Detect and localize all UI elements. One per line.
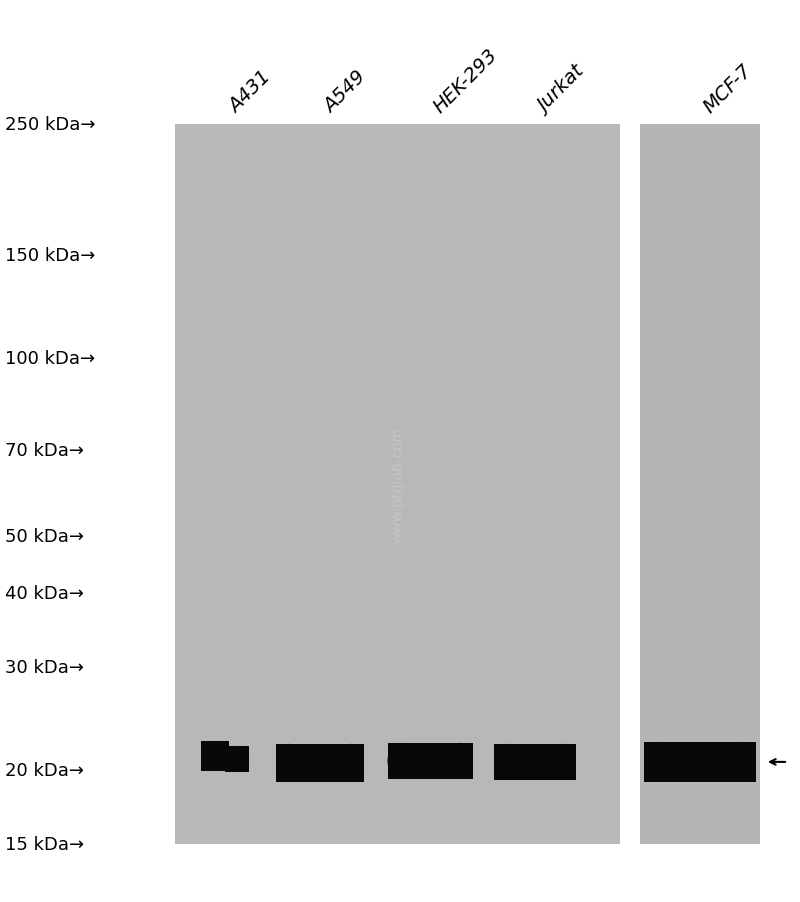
Ellipse shape <box>231 746 249 772</box>
Bar <box>225 746 249 772</box>
Text: Jurkat: Jurkat <box>535 63 589 117</box>
Ellipse shape <box>338 744 364 782</box>
Ellipse shape <box>644 742 672 782</box>
Ellipse shape <box>550 744 576 780</box>
Bar <box>276 744 364 782</box>
Text: 30 kDa→: 30 kDa→ <box>5 658 84 676</box>
Bar <box>201 741 229 771</box>
Bar <box>640 124 760 844</box>
Ellipse shape <box>447 743 473 779</box>
Text: HEK-293: HEK-293 <box>430 46 502 117</box>
Text: 250 kDa→: 250 kDa→ <box>5 115 95 133</box>
Text: 15 kDa→: 15 kDa→ <box>5 835 84 853</box>
Bar <box>175 124 620 844</box>
Text: A549: A549 <box>320 68 369 117</box>
Text: 50 kDa→: 50 kDa→ <box>5 528 84 546</box>
Ellipse shape <box>208 741 229 771</box>
Ellipse shape <box>728 742 756 782</box>
Text: 40 kDa→: 40 kDa→ <box>5 584 84 603</box>
Text: 20 kDa→: 20 kDa→ <box>5 761 84 779</box>
Text: 100 kDa→: 100 kDa→ <box>5 350 95 368</box>
Text: A431: A431 <box>225 68 274 117</box>
Ellipse shape <box>225 746 243 772</box>
Ellipse shape <box>494 744 519 780</box>
Ellipse shape <box>201 741 222 771</box>
Bar <box>387 743 473 779</box>
Ellipse shape <box>276 744 302 782</box>
Text: www.ptglab.com: www.ptglab.com <box>390 427 405 542</box>
Text: MCF-7: MCF-7 <box>700 61 756 117</box>
Text: 70 kDa→: 70 kDa→ <box>5 441 84 459</box>
Text: 150 kDa→: 150 kDa→ <box>5 246 95 264</box>
Bar <box>644 742 756 782</box>
Ellipse shape <box>387 743 413 779</box>
Bar <box>494 744 576 780</box>
